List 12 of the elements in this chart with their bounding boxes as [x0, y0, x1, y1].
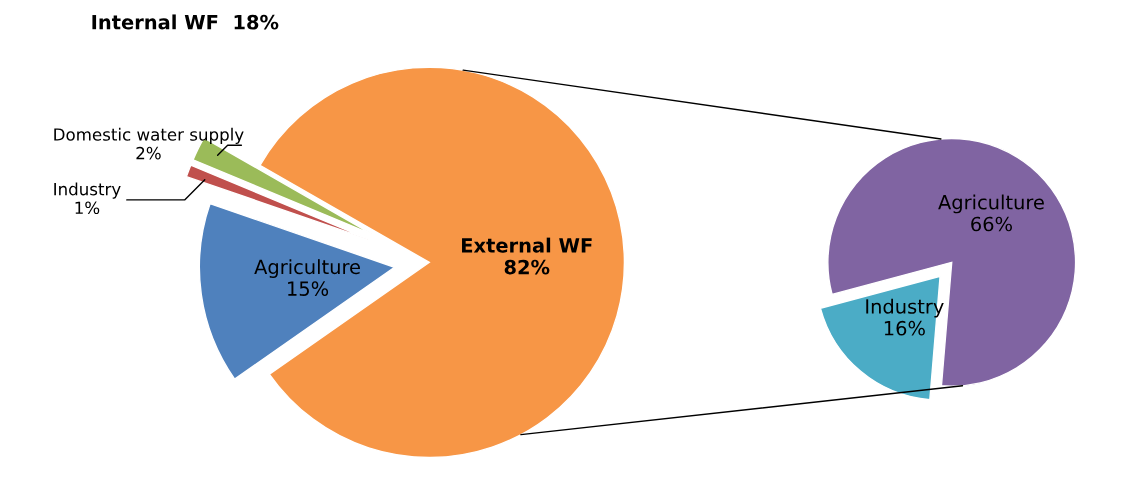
data-label: 1%	[75, 201, 100, 215]
slice-label: Agriculture	[254, 259, 360, 278]
slice-label: Agriculture	[938, 194, 1044, 214]
data-label: 66%	[971, 216, 1012, 232]
slice-label: Industry	[54, 182, 121, 199]
data-label: 2%	[136, 146, 161, 160]
data-label: 82%	[504, 259, 550, 275]
slice-label: Domestic water supply	[54, 127, 244, 144]
chart-title: Internal WF 18%	[92, 14, 279, 30]
data-label: 16%	[884, 320, 925, 336]
slice-label: External WF	[462, 237, 592, 253]
data-label: 15%	[288, 281, 329, 296]
